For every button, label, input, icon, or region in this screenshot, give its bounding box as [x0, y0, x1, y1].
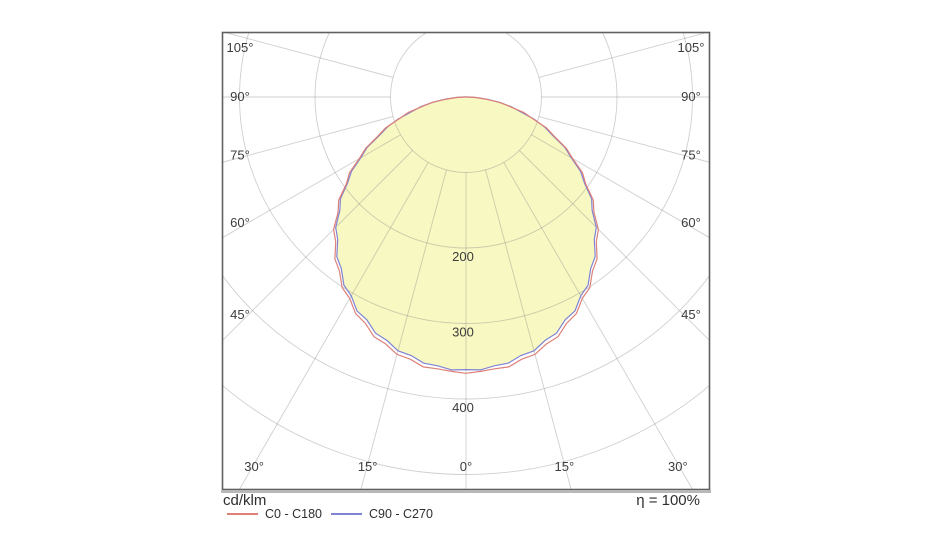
grid-ring	[223, 275, 709, 400]
grid-ray	[519, 150, 709, 341]
angle-label-right: 45°	[681, 307, 701, 322]
grid-ray	[225, 33, 394, 78]
angle-label-left: 105°	[227, 40, 254, 55]
grid-ring	[314, 33, 618, 249]
grid-ray	[239, 162, 429, 489]
ring-value-label: 200	[452, 249, 474, 264]
grid-ray	[223, 134, 401, 238]
ring-value-label: 300	[452, 325, 474, 340]
angle-label-bottom: 15°	[555, 459, 575, 474]
grid-ray	[503, 162, 693, 489]
legend-series-label: C90 - C270	[368, 507, 433, 521]
grid-ray	[538, 33, 707, 78]
angle-label-bottom: 0°	[460, 459, 472, 474]
distribution-fill	[335, 97, 597, 370]
angle-label-bottom: 30°	[668, 459, 688, 474]
grid-ring	[239, 33, 693, 324]
legend-line-swatch	[330, 513, 362, 515]
ring-value-label: 400	[452, 400, 474, 415]
angle-label-right: 60°	[681, 215, 701, 230]
angle-label-left: 90°	[230, 89, 250, 104]
grid-ray	[223, 116, 394, 163]
angle-label-right: 75°	[681, 147, 701, 162]
grid-ray	[531, 134, 709, 238]
legend-item-1: C90 - C270	[330, 507, 433, 521]
angle-label-bottom: 15°	[358, 459, 378, 474]
legend-line-swatch	[227, 513, 258, 515]
angle-label-left: 60°	[230, 215, 250, 230]
angle-label-bottom: 30°	[244, 459, 264, 474]
grid-ring	[390, 33, 542, 173]
angle-label-left: 75°	[230, 147, 250, 162]
grid-ray	[485, 169, 572, 489]
legend-item-0: C0 - C180	[227, 507, 322, 521]
angle-label-left: 45°	[230, 307, 250, 322]
grid-ray	[223, 150, 413, 341]
grid-ray	[360, 169, 447, 489]
efficiency-label: η = 100%	[636, 492, 700, 509]
curve-C0-C180	[332, 96, 600, 374]
grid-ring	[223, 385, 709, 475]
curve-C90-C270	[335, 96, 597, 371]
angle-label-right: 105°	[678, 40, 705, 55]
angle-label-right: 90°	[681, 89, 701, 104]
plot-frame	[221, 31, 711, 491]
grid-ray	[538, 116, 709, 163]
unit-label: cd/klm	[223, 492, 267, 509]
legend-series-label: C0 - C180	[265, 507, 322, 521]
legend: C0 - C180 C90 - C270	[227, 507, 442, 521]
